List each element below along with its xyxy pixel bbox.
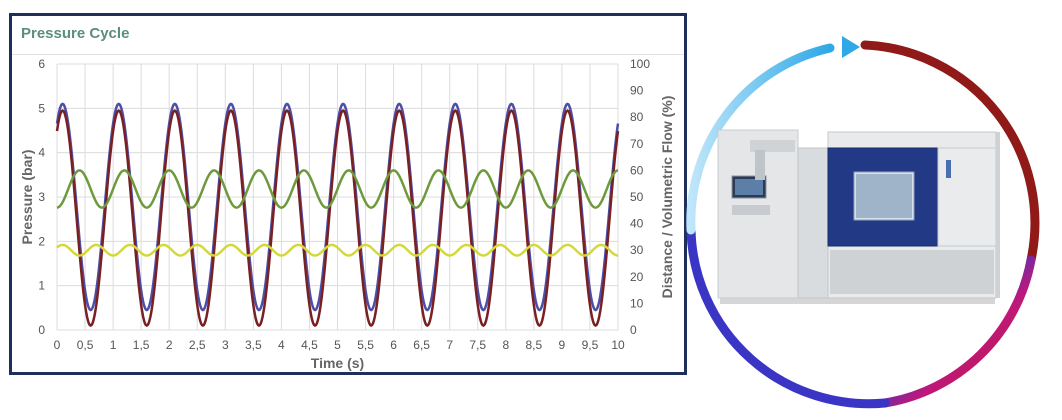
chart-title-bar: Pressure Cycle: [12, 16, 684, 55]
x-tick-label: 1,5: [133, 338, 150, 352]
y-tick-label: 0: [38, 323, 45, 337]
series-line-4: [56, 243, 619, 257]
x-tick-label: 5,5: [357, 338, 374, 352]
x-tick-label: 6: [390, 338, 397, 352]
x-tick-label: 5: [334, 338, 341, 352]
x-axis-label: Time (s): [311, 355, 364, 371]
y-tick-label: 2: [38, 234, 45, 248]
test-chamber-icon: [717, 129, 1000, 304]
y2-tick-label: 90: [630, 84, 644, 98]
y-tick-label: 4: [38, 146, 45, 160]
x-tick-label: 3: [222, 338, 229, 352]
x-tick-label: 8: [502, 338, 509, 352]
x-tick-label: 4,5: [301, 338, 318, 352]
machine-illustration: [680, 0, 1062, 415]
y2-tick-label: 40: [630, 217, 644, 231]
series-line-3: [56, 169, 619, 209]
x-tick-label: 9: [559, 338, 566, 352]
y2-tick-label: 50: [630, 190, 644, 204]
y2-axis-label: Distance / Volumetric Flow (%): [659, 96, 675, 299]
y2-tick-label: 80: [630, 110, 644, 124]
series-line-2: [55, 109, 620, 328]
y-tick-label: 5: [38, 101, 45, 115]
y-tick-label: 6: [38, 57, 45, 71]
x-tick-label: 6,5: [413, 338, 430, 352]
x-tick-label: 9,5: [582, 338, 599, 352]
y2-tick-label: 60: [630, 163, 644, 177]
x-tick-label: 0: [54, 338, 61, 352]
arrowhead-icon: [842, 36, 860, 58]
x-tick-label: 2: [166, 338, 173, 352]
x-tick-label: 8,5: [526, 338, 543, 352]
y2-tick-label: 30: [630, 243, 644, 257]
y-tick-label: 3: [38, 190, 45, 204]
y2-tick-label: 0: [630, 323, 637, 337]
chart-panel: Pressure Cycle 0 1 2 3 4 5 6 0 0,5 1 1,5 2 2,5 3 3,5 4 4…: [9, 13, 687, 375]
x-tick-label: 3,5: [245, 338, 262, 352]
x-tick-label: 2,5: [189, 338, 206, 352]
y2-tick-label: 10: [630, 296, 644, 310]
x-tick-label: 7: [446, 338, 453, 352]
x-tick-label: 0,5: [77, 338, 94, 352]
y-tick-label: 1: [38, 279, 45, 293]
y-axis-label: Pressure (bar): [19, 150, 35, 245]
x-tick-label: 7,5: [469, 338, 486, 352]
x-tick-label: 1: [110, 338, 117, 352]
y2-tick-label: 100: [630, 57, 650, 71]
x-tick-label: 4: [278, 338, 285, 352]
chart-title: Pressure Cycle: [21, 25, 130, 42]
x-tick-label: 10: [611, 338, 625, 352]
y2-tick-label: 70: [630, 137, 644, 151]
cycle-ring-icon: [686, 36, 1040, 409]
y2-tick-label: 20: [630, 270, 644, 284]
